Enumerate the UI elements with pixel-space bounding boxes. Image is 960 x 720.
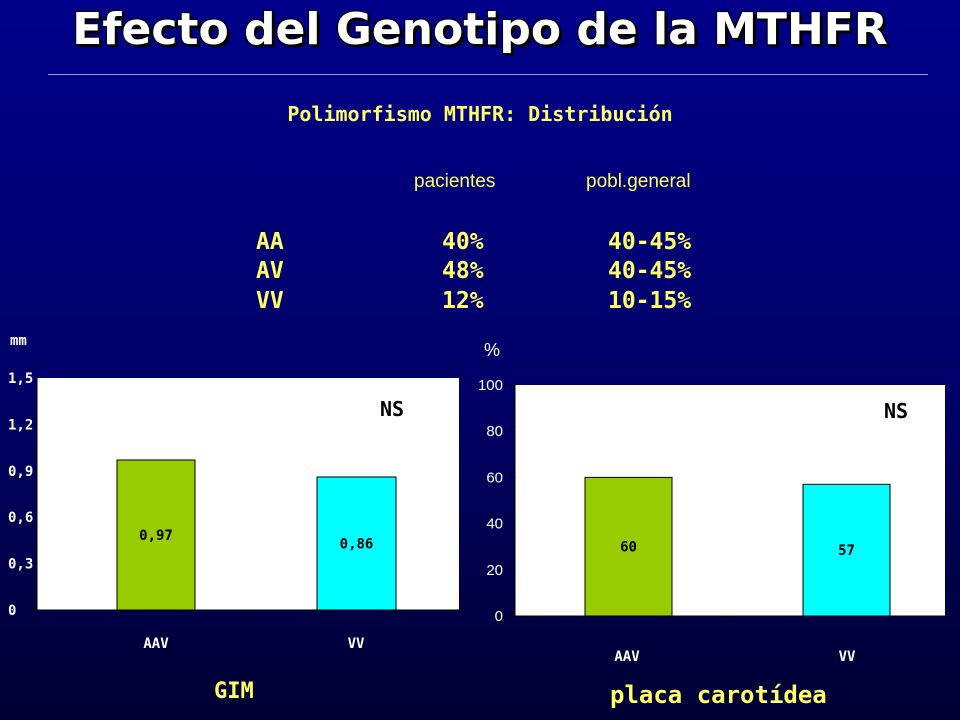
category-label: AAV: [143, 636, 169, 652]
chart2-unit-label: %: [484, 340, 501, 360]
bar-value-label: 0,86: [340, 536, 374, 552]
y-tick-label: 100: [478, 377, 503, 394]
genotype-label: AA: [256, 229, 284, 255]
category-label: VV: [348, 636, 365, 652]
general-value: 10-15%: [608, 288, 692, 314]
chart2-caption: placa carotídea: [610, 681, 827, 709]
y-tick-label: 0: [8, 603, 16, 619]
y-tick-label: 1,2: [8, 417, 33, 433]
bar-aav: [116, 459, 196, 611]
y-tick-label: 40: [486, 516, 503, 533]
distribution-row: AV 48% 40-45%: [256, 258, 756, 288]
bar-value-label: 0,97: [139, 528, 173, 544]
bar-value-label: 60: [620, 540, 637, 556]
bar-value-label: 57: [838, 543, 855, 559]
y-tick-label: 0,6: [8, 510, 33, 526]
genotype-label: VV: [256, 288, 284, 314]
genotype-label: AV: [256, 258, 284, 284]
column-header-patients: pacientes: [414, 171, 496, 192]
column-header-general: pobl.general: [586, 171, 691, 192]
title-divider: [48, 74, 928, 75]
y-tick-label: 20: [486, 562, 503, 579]
bar-vv: [802, 483, 891, 617]
patients-value: 12%: [442, 288, 484, 314]
chart1-caption: GIM: [214, 679, 254, 704]
bar-aav: [584, 476, 673, 617]
patients-value: 40%: [442, 229, 484, 255]
distribution-row: VV 12% 10-15%: [256, 288, 756, 318]
y-tick-label: 60: [486, 469, 503, 486]
distribution-subtitle: Polimorfismo MTHFR: Distribución: [287, 102, 673, 126]
general-value: 40-45%: [608, 258, 692, 284]
y-tick-label: 1,5: [8, 371, 33, 387]
ns-annotation: NS: [380, 397, 404, 421]
bar-vv: [316, 476, 397, 611]
y-tick-label: 0,9: [8, 464, 33, 480]
patients-value: 48%: [442, 258, 484, 284]
slide-title: Efecto del Genotipo de la MTHFR: [72, 4, 888, 55]
general-value: 40-45%: [608, 229, 692, 255]
y-tick-label: 0,3: [8, 557, 33, 573]
category-label: AAV: [614, 649, 640, 665]
chart1-unit-label: mm: [10, 333, 27, 349]
y-tick-label: 80: [486, 423, 503, 440]
y-tick-label: 0: [495, 608, 503, 625]
category-label: VV: [839, 649, 856, 665]
ns-annotation: NS: [884, 399, 908, 423]
distribution-row: AA 40% 40-45%: [256, 229, 756, 259]
